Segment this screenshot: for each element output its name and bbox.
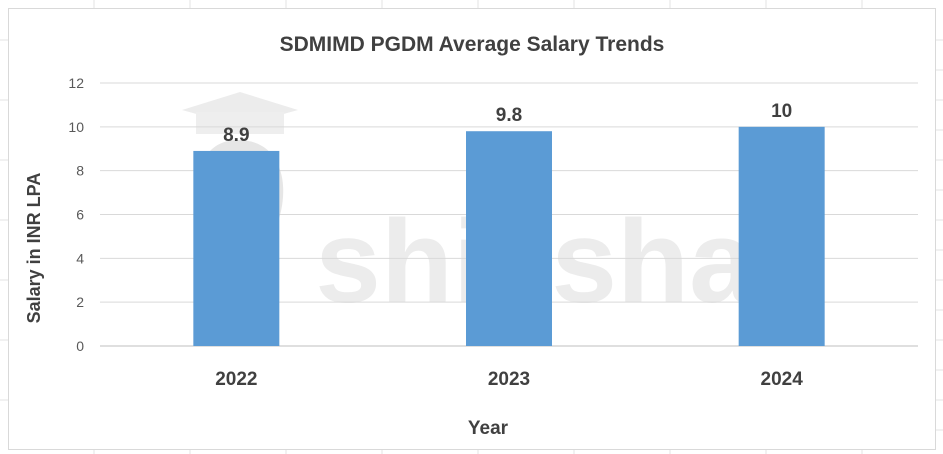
y-tick-label: 6 bbox=[76, 207, 84, 223]
bar-2024 bbox=[738, 126, 825, 346]
data-label-2023: 9.8 bbox=[496, 105, 522, 126]
bars bbox=[193, 126, 825, 346]
y-tick-label: 0 bbox=[76, 338, 84, 354]
x-tick-label-2024: 2024 bbox=[761, 369, 804, 390]
data-labels: 8.9 9.8 10 bbox=[223, 101, 792, 146]
y-tick-label: 2 bbox=[76, 294, 84, 310]
y-tick-label: 8 bbox=[76, 163, 84, 179]
bar-2023 bbox=[466, 131, 552, 346]
x-tick-label-2023: 2023 bbox=[488, 369, 530, 390]
y-tick-label: 4 bbox=[76, 250, 84, 266]
y-tick-label: 10 bbox=[68, 119, 84, 135]
data-label-2024: 10 bbox=[771, 101, 792, 122]
data-label-2022: 8.9 bbox=[223, 125, 249, 146]
x-axis-tick-labels: 2022 2023 2024 bbox=[215, 369, 803, 390]
chart-title: SDMIMD PGDM Average Salary Trends bbox=[280, 33, 665, 56]
x-axis-title: Year bbox=[468, 418, 509, 439]
bar-2022 bbox=[193, 150, 280, 346]
x-tick-label-2022: 2022 bbox=[215, 369, 257, 390]
y-axis-title: Salary in INR LPA bbox=[24, 173, 44, 324]
y-axis-tick-labels: 0 2 4 6 8 10 12 bbox=[68, 75, 84, 354]
y-tick-label: 12 bbox=[68, 75, 84, 91]
